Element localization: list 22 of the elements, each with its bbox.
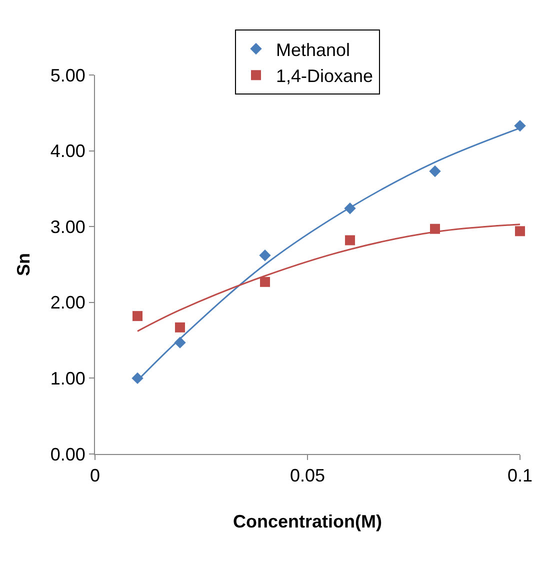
y-tick-label: 1.00 <box>50 368 86 388</box>
legend-label: 1,4-Dioxane <box>276 66 374 86</box>
point <box>429 165 441 178</box>
point <box>515 226 525 236</box>
y-axis-title: Sn <box>14 252 34 276</box>
y-tick-label: 5.00 <box>50 65 86 86</box>
legend-label: Methanol <box>276 40 350 60</box>
point <box>175 322 185 332</box>
point <box>132 372 144 384</box>
y-tick-label: 2.00 <box>50 292 86 313</box>
x-tick-label: 0.05 <box>290 466 326 486</box>
point <box>260 276 270 287</box>
x-tick-label: 0.1 <box>507 466 533 486</box>
y-tick-label: 0.00 <box>50 444 86 464</box>
point <box>259 250 271 262</box>
point <box>514 120 526 132</box>
x-axis-title: Concentration(M) <box>233 512 382 532</box>
y-tick-label: 4.00 <box>50 141 86 162</box>
point <box>345 235 355 246</box>
y-tick-label: 3.00 <box>50 216 86 237</box>
point <box>132 311 142 322</box>
x-tick-label: 0 <box>90 466 100 486</box>
